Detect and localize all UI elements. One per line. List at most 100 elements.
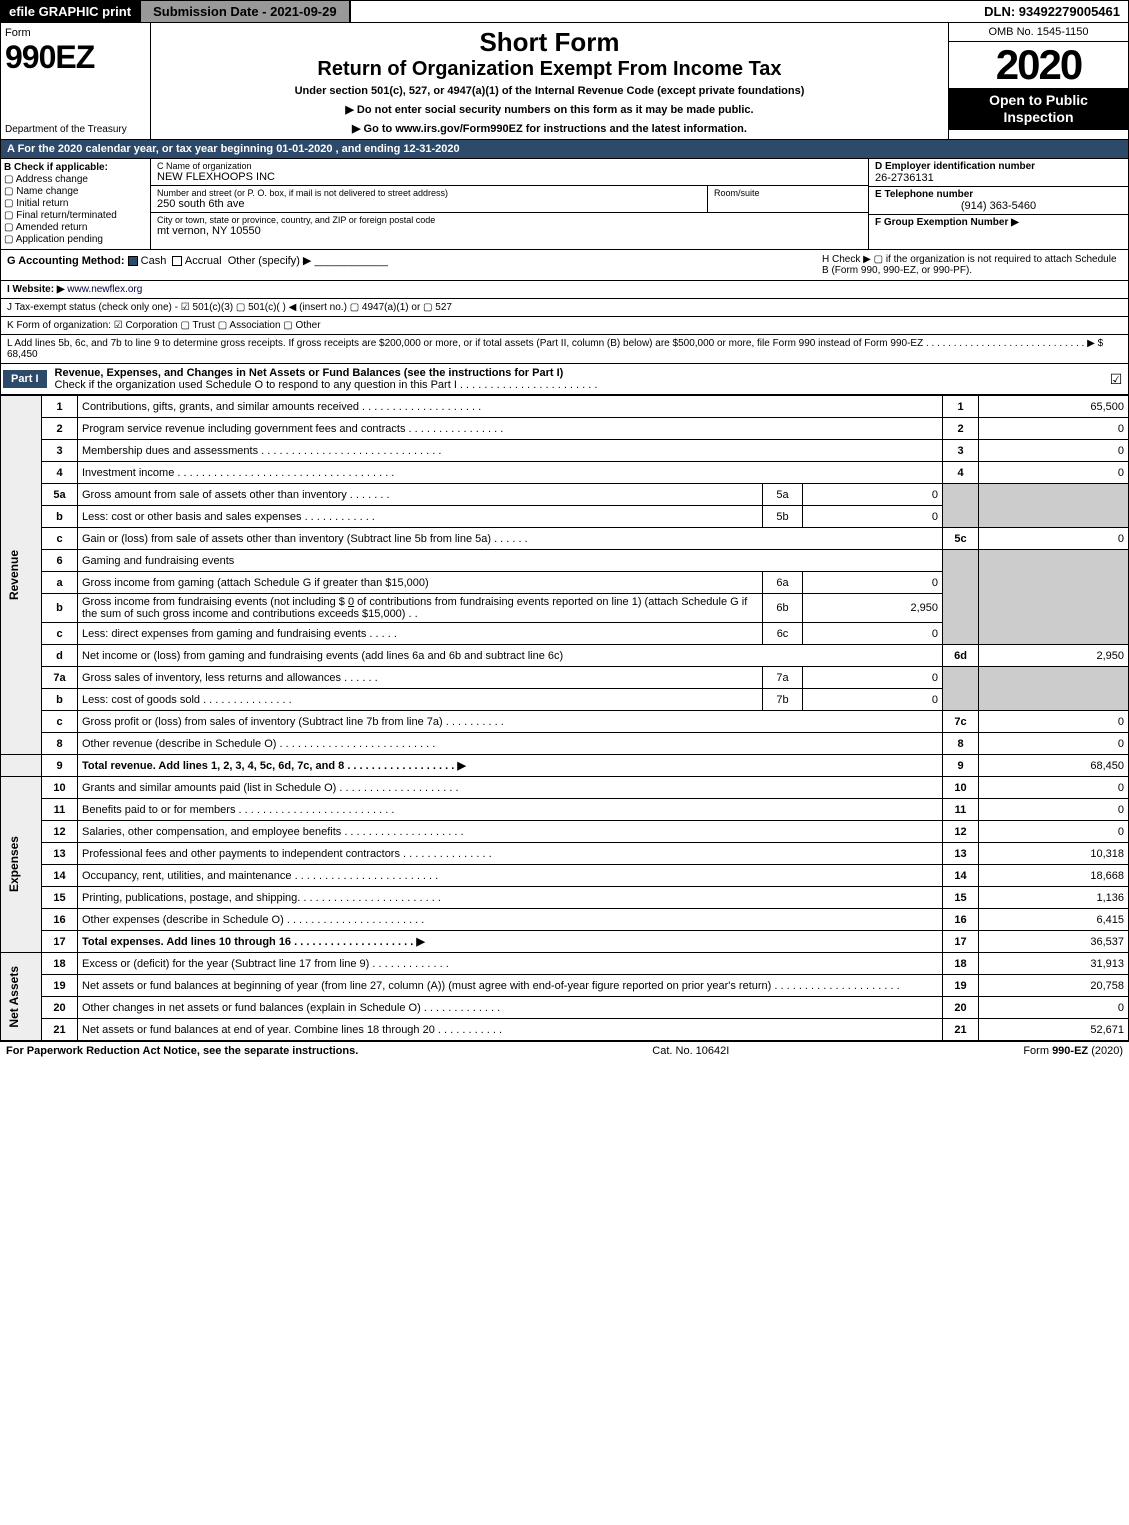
line-3-desc: Membership dues and assessments . . . . … [78, 440, 943, 462]
line-5a-sub: 5a [763, 484, 803, 506]
row-2: 2 Program service revenue including gove… [1, 418, 1129, 440]
chk-address-change[interactable]: ▢ Address change [4, 174, 147, 185]
line-7c-desc: Gross profit or (loss) from sales of inv… [78, 711, 943, 733]
row-3: 3 Membership dues and assessments . . . … [1, 440, 1129, 462]
schedule-o-check[interactable]: ☑ [1104, 371, 1128, 388]
line-5b-desc: Less: cost or other basis and sales expe… [78, 506, 763, 528]
line-6b-num: b [42, 594, 78, 623]
line-5b-num: b [42, 506, 78, 528]
row-10: Expenses 10 Grants and similar amounts p… [1, 777, 1129, 799]
line-2-amount: 0 [979, 418, 1129, 440]
line-6d-amount: 2,950 [979, 645, 1129, 667]
line-10-amount: 0 [979, 777, 1129, 799]
gray-5-amt [979, 484, 1129, 528]
line-8-ref: 8 [943, 733, 979, 755]
line-12-desc: Salaries, other compensation, and employ… [78, 821, 943, 843]
inspection-label: Inspection [1003, 109, 1073, 125]
subtitle: Under section 501(c), 527, or 4947(a)(1)… [155, 85, 944, 97]
line-13-num: 13 [42, 843, 78, 865]
part-1-subtitle: Check if the organization used Schedule … [55, 379, 598, 391]
line-6a-sub: 6a [763, 572, 803, 594]
chk-application-pending[interactable]: ▢ Application pending [4, 234, 147, 245]
row-8: 8 Other revenue (describe in Schedule O)… [1, 733, 1129, 755]
line-11-ref: 11 [943, 799, 979, 821]
city-row: City or town, state or province, country… [151, 213, 868, 239]
row-20: 20 Other changes in net assets or fund b… [1, 997, 1129, 1019]
line-j: J Tax-exempt status (check only one) - ☑… [0, 299, 1129, 317]
line-17-num: 17 [42, 931, 78, 953]
line-8-num: 8 [42, 733, 78, 755]
chk-final-return[interactable]: ▢ Final return/terminated [4, 210, 147, 221]
row-21: 21 Net assets or fund balances at end of… [1, 1019, 1129, 1041]
open-inspect: Open to Public Inspection [949, 88, 1128, 130]
line-10-desc: Grants and similar amounts paid (list in… [78, 777, 943, 799]
line-12-amount: 0 [979, 821, 1129, 843]
line-5c-desc: Gain or (loss) from sale of assets other… [78, 528, 943, 550]
line-16-amount: 6,415 [979, 909, 1129, 931]
line-7a-sub: 7a [763, 667, 803, 689]
other-label: Other (specify) ▶ [228, 255, 312, 267]
line-10-num: 10 [42, 777, 78, 799]
submission-date: Submission Date - 2021-09-29 [139, 1, 351, 22]
line-17-desc: Total expenses. Add lines 10 through 16 … [78, 931, 943, 953]
chk-cash[interactable] [128, 256, 138, 266]
room-label: Room/suite [714, 188, 862, 198]
street-value: 250 south 6th ave [157, 198, 701, 210]
line-5a-num: 5a [42, 484, 78, 506]
line-18-num: 18 [42, 953, 78, 975]
row-14: 14 Occupancy, rent, utilities, and maint… [1, 865, 1129, 887]
part-1-badge: Part I [3, 370, 47, 388]
open-public: Open to Public [989, 92, 1088, 108]
line-13-desc: Professional fees and other payments to … [78, 843, 943, 865]
group-exemption-label: F Group Exemption Number ▶ [875, 217, 1122, 228]
line-5b-subval: 0 [803, 506, 943, 528]
efile-label[interactable]: efile GRAPHIC print [1, 1, 139, 22]
row-5a: 5a Gross amount from sale of assets othe… [1, 484, 1129, 506]
line-1-amount: 65,500 [979, 396, 1129, 418]
chk-amended-return[interactable]: ▢ Amended return [4, 222, 147, 233]
line-20-num: 20 [42, 997, 78, 1019]
line-7b-sub: 7b [763, 689, 803, 711]
website-link[interactable]: www.newflex.org [67, 284, 142, 295]
line-21-ref: 21 [943, 1019, 979, 1041]
accrual-label: Accrual [185, 255, 222, 267]
line-13-amount: 10,318 [979, 843, 1129, 865]
box-d-e-f: D Employer identification number 26-2736… [868, 159, 1128, 249]
omb-number: OMB No. 1545-1150 [949, 23, 1128, 42]
box-b-label: B Check if applicable: [4, 162, 147, 173]
box-b: B Check if applicable: ▢ Address change … [1, 159, 151, 249]
line-14-amount: 18,668 [979, 865, 1129, 887]
line-1-desc: Contributions, gifts, grants, and simila… [78, 396, 943, 418]
line-3-amount: 0 [979, 440, 1129, 462]
line-17-amount: 36,537 [979, 931, 1129, 953]
line-20-amount: 0 [979, 997, 1129, 1019]
line-7a-subval: 0 [803, 667, 943, 689]
acct-method-label: G Accounting Method: [7, 255, 125, 267]
line-6d-desc: Net income or (loss) from gaming and fun… [78, 645, 943, 667]
line-6a-subval: 0 [803, 572, 943, 594]
line-7b-num: b [42, 689, 78, 711]
chk-name-change[interactable]: ▢ Name change [4, 186, 147, 197]
line-5a-subval: 0 [803, 484, 943, 506]
line-2-desc: Program service revenue including govern… [78, 418, 943, 440]
line-19-desc: Net assets or fund balances at beginning… [78, 975, 943, 997]
form-word: Form [5, 27, 146, 39]
line-20-ref: 20 [943, 997, 979, 1019]
line-2-num: 2 [42, 418, 78, 440]
line-15-amount: 1,136 [979, 887, 1129, 909]
line-5c-num: c [42, 528, 78, 550]
line-5a-desc: Gross amount from sale of assets other t… [78, 484, 763, 506]
row-11: 11 Benefits paid to or for members . . .… [1, 799, 1129, 821]
line-17-ref: 17 [943, 931, 979, 953]
line-6d-ref: 6d [943, 645, 979, 667]
main-title: Return of Organization Exempt From Incom… [155, 58, 944, 81]
line-11-desc: Benefits paid to or for members . . . . … [78, 799, 943, 821]
chk-accrual[interactable] [172, 256, 182, 266]
cash-label: Cash [141, 255, 167, 267]
row-9: 9 Total revenue. Add lines 1, 2, 3, 4, 5… [1, 755, 1129, 777]
line-20-desc: Other changes in net assets or fund bala… [78, 997, 943, 1019]
goto-link[interactable]: ▶ Go to www.irs.gov/Form990EZ for instru… [155, 122, 944, 135]
chk-initial-return[interactable]: ▢ Initial return [4, 198, 147, 209]
row-15: 15 Printing, publications, postage, and … [1, 887, 1129, 909]
ein-value: 26-2736131 [875, 172, 1122, 184]
